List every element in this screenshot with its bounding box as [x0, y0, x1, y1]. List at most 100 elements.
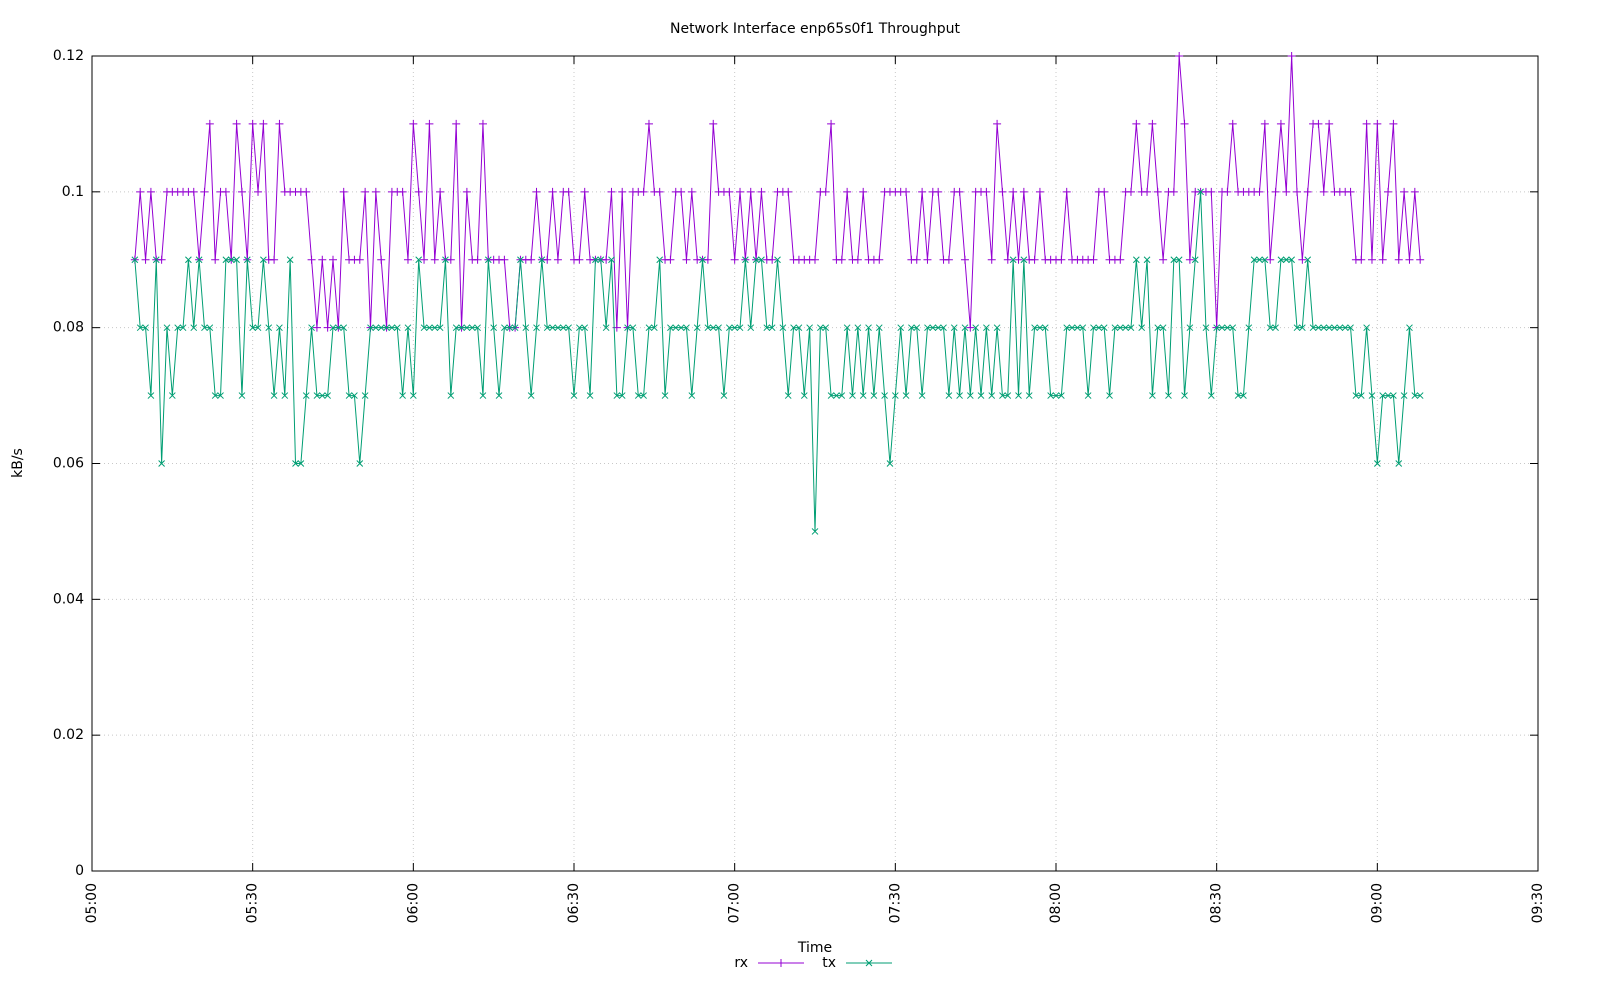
point-marker: [532, 187, 541, 196]
point-marker: [1271, 187, 1280, 196]
point-marker: [398, 187, 407, 196]
point-marker: [833, 392, 840, 399]
point-marker: [987, 255, 996, 264]
point-marker: [656, 256, 664, 264]
point-marker: [1229, 324, 1237, 332]
point-marker: [581, 324, 589, 332]
point-marker: [827, 119, 836, 128]
point-marker: [972, 324, 980, 332]
point-marker: [1309, 324, 1317, 332]
point-marker: [367, 324, 374, 332]
point-marker: [1020, 256, 1028, 264]
point-marker: [1234, 392, 1242, 399]
point-marker: [639, 187, 648, 196]
point-marker: [270, 392, 278, 399]
point-marker: [1250, 256, 1258, 264]
point-marker: [452, 324, 460, 332]
point-marker: [677, 324, 685, 332]
point-marker: [644, 119, 653, 128]
point-marker: [1197, 188, 1204, 196]
point-marker: [538, 256, 546, 264]
point-marker: [1126, 187, 1135, 196]
point-marker: [243, 256, 251, 264]
point-marker: [307, 255, 316, 264]
point-marker: [715, 324, 722, 332]
point-marker: [1299, 324, 1306, 332]
point-marker: [211, 392, 219, 399]
point-marker: [147, 392, 155, 399]
point-marker: [1218, 324, 1226, 332]
point-marker: [1261, 256, 1269, 264]
point-marker: [1074, 324, 1081, 332]
point-marker: [200, 187, 209, 196]
point-marker: [752, 256, 760, 264]
point-marker: [960, 255, 969, 264]
point-marker: [624, 324, 631, 332]
point-marker: [221, 187, 230, 196]
point-marker: [1287, 52, 1296, 60]
point-marker: [602, 324, 610, 332]
point-marker: [1116, 255, 1125, 264]
point-marker: [747, 324, 755, 332]
point-marker: [1009, 256, 1017, 264]
point-marker: [699, 256, 706, 264]
point-marker: [875, 255, 884, 264]
point-marker: [142, 324, 149, 332]
point-marker: [1202, 324, 1210, 332]
point-marker: [270, 255, 279, 264]
point-marker: [1079, 324, 1087, 332]
point-marker: [1400, 187, 1409, 196]
point-marker: [837, 255, 846, 264]
point-marker: [511, 324, 519, 332]
point-marker: [897, 324, 905, 332]
point-marker: [709, 119, 718, 128]
point-marker: [999, 392, 1006, 399]
point-marker: [1041, 324, 1049, 332]
point-marker: [983, 324, 990, 332]
x-axis-label: Time: [797, 940, 832, 956]
point-marker: [377, 255, 386, 264]
point-marker: [736, 324, 744, 332]
point-marker: [430, 255, 439, 264]
point-marker: [575, 255, 584, 264]
point-marker: [414, 187, 423, 196]
point-marker: [1347, 324, 1354, 332]
point-marker: [356, 460, 364, 467]
point-marker: [1122, 324, 1129, 332]
point-marker: [275, 119, 284, 128]
point-marker: [672, 324, 680, 332]
point-marker: [446, 255, 455, 264]
point-marker: [768, 324, 776, 332]
point-marker: [549, 324, 556, 332]
point-marker: [650, 324, 658, 332]
point-marker: [704, 324, 712, 332]
point-marker: [1282, 187, 1291, 196]
point-marker: [618, 187, 627, 196]
point-marker: [559, 324, 567, 332]
point-marker: [875, 324, 883, 332]
point-marker: [1169, 187, 1178, 196]
point-marker: [667, 324, 674, 332]
point-marker: [302, 392, 310, 399]
point-marker: [1090, 324, 1097, 332]
point-marker: [1406, 324, 1413, 332]
point-marker: [232, 119, 241, 128]
point-marker: [157, 255, 166, 264]
point-marker: [431, 324, 439, 332]
point-marker: [136, 324, 144, 332]
point-marker: [586, 392, 594, 399]
point-marker: [393, 324, 401, 332]
point-marker: [522, 324, 530, 332]
point-marker: [1336, 324, 1344, 332]
point-marker: [1298, 255, 1307, 264]
point-marker: [682, 255, 691, 264]
point-marker: [527, 392, 535, 399]
point-marker: [403, 255, 412, 264]
point-marker: [254, 324, 262, 332]
point-marker: [853, 255, 862, 264]
point-marker: [613, 392, 621, 399]
point-marker: [479, 392, 487, 399]
point-marker: [843, 324, 851, 332]
point-marker: [1180, 119, 1189, 128]
